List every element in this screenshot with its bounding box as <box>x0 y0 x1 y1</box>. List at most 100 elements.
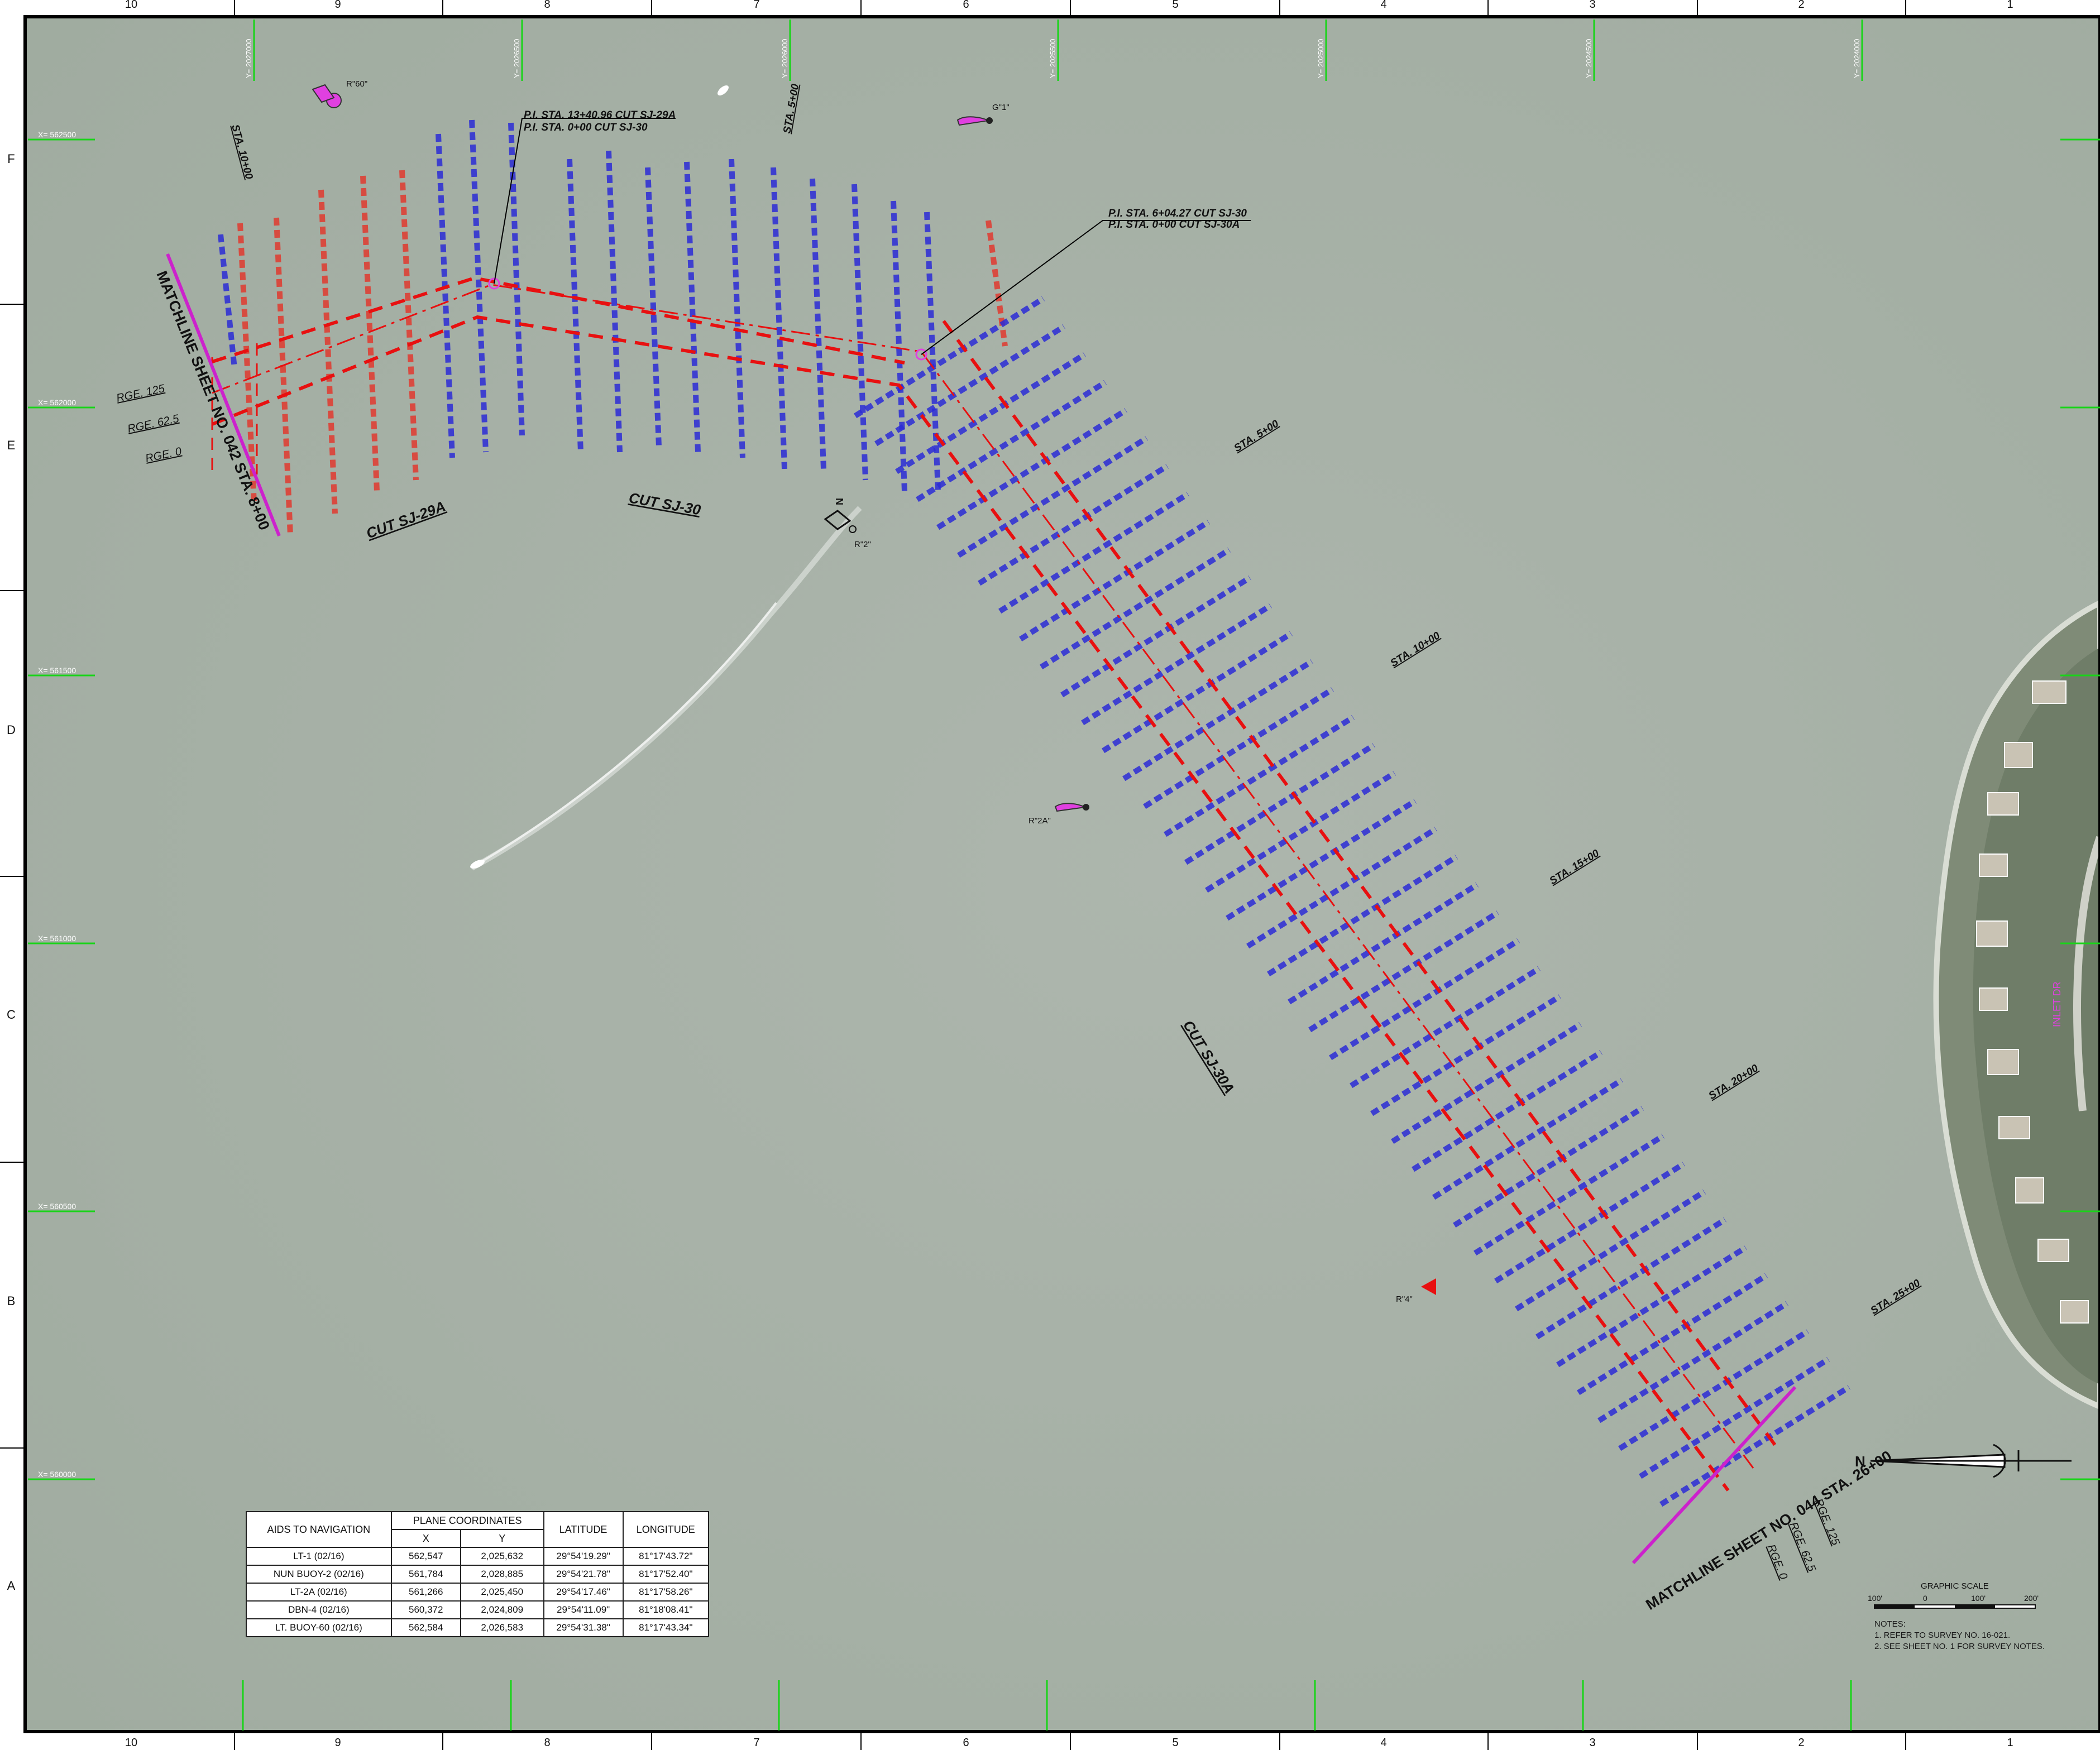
sounding-line <box>1267 854 1458 977</box>
row-label: B <box>7 1294 16 1308</box>
north-arrow-label: N <box>1855 1453 1865 1470</box>
sounding-line <box>854 296 1045 419</box>
grid-label-x: X= 560500 <box>38 1202 76 1211</box>
sounding-line <box>1659 1384 1850 1507</box>
row-label: C <box>7 1008 16 1022</box>
column-label-top: 4 <box>1380 0 1386 11</box>
sounding-line <box>1494 1161 1685 1284</box>
aid-g1-label: G"1" <box>992 103 1010 112</box>
channel-lines <box>211 276 1777 1492</box>
sounding-line <box>237 223 257 503</box>
header-y: Y <box>460 1529 544 1548</box>
sounding-line <box>1391 1022 1582 1144</box>
sounding-line <box>1535 1217 1726 1340</box>
sounding-line <box>1226 798 1417 921</box>
sounding-line <box>771 167 787 469</box>
scale-tick-2: 100' <box>1971 1594 1986 1603</box>
sounding-line <box>218 234 237 369</box>
aid-r4: R"4" <box>1396 1278 1436 1304</box>
scale-tick-3: 200' <box>2024 1594 2039 1603</box>
column-label-top: 2 <box>1798 0 1804 11</box>
table-row: DBN-4 (02/16) 560,372 2,024,809 29°54'11.09… <box>246 1600 710 1619</box>
boat-2 <box>717 85 729 95</box>
grid-label-y: Y= 2024500 <box>1585 39 1593 78</box>
sounding-line <box>1102 631 1293 754</box>
land-inner <box>1973 648 2100 1384</box>
grid-label-x: X= 562000 <box>38 398 76 407</box>
houses <box>1976 680 2089 1324</box>
column-label-bottom: 5 <box>1172 1737 1178 1749</box>
aid-r2-label: R"2" <box>854 540 871 549</box>
sounding-line <box>978 463 1169 586</box>
frame-labels: 10 10 9 9 8 8 7 7 6 6 5 5 4 4 3 3 2 2 1 1 F E D C B A <box>7 0 2013 1749</box>
table-row: LT-2A (02/16) 561,266 2,025,450 29°54'17.46… <box>246 1583 710 1602</box>
sounding-line <box>916 380 1107 502</box>
pi-1-line2: P.I. STA. 0+00 CUT SJ-30 <box>524 122 648 133</box>
sounding-line <box>399 170 419 481</box>
row-label: A <box>7 1579 16 1593</box>
grid-label-x: X= 562500 <box>38 130 76 139</box>
header-plane-coordinates: PLANE COORDINATES <box>390 1511 544 1530</box>
aid-g1: G"1" <box>956 103 1010 126</box>
column-label-bottom: 6 <box>963 1737 969 1749</box>
soundings <box>218 119 1850 1507</box>
sounding-line <box>1453 1105 1644 1228</box>
pi-marker-2 <box>915 348 927 361</box>
sounding-line <box>852 184 868 481</box>
matchline-left <box>166 253 281 537</box>
channel-toe-left <box>212 276 905 365</box>
sounding-line <box>1060 575 1251 698</box>
pi-2-line2: P.I. STA. 0+00 CUT SJ-30A <box>1108 219 1240 231</box>
sounding-line <box>729 159 745 458</box>
row-label: D <box>7 723 16 737</box>
flag-icon <box>312 84 335 103</box>
sounding-line <box>1019 519 1210 642</box>
header-x: X <box>390 1529 461 1548</box>
sounding-line <box>1618 1329 1809 1451</box>
sounding-line <box>1205 770 1396 893</box>
sounding-line <box>1432 1077 1623 1200</box>
sounding-line <box>1308 910 1499 1033</box>
sounding-line <box>606 150 623 453</box>
column-label-bottom: 9 <box>334 1737 341 1749</box>
sounding-line <box>1164 715 1355 837</box>
grid-label-y: Y= 2027000 <box>245 39 253 78</box>
boat <box>470 859 485 869</box>
north-arrow-small: N <box>834 498 845 505</box>
header-longitude: LONGITUDE <box>622 1511 710 1548</box>
sounding-line <box>1370 994 1561 1116</box>
pi-marker-1 <box>488 277 500 290</box>
sounding-line <box>1515 1189 1706 1312</box>
graphic-scale-title: GRAPHIC SCALE <box>1921 1581 1989 1591</box>
sounding-line <box>1474 1133 1664 1256</box>
sounding-line <box>1350 966 1541 1089</box>
sounding-line <box>1081 603 1272 726</box>
sounding-line <box>469 119 489 453</box>
scale-tick-1: 0 <box>1923 1594 1927 1603</box>
note-item: 2. SEE SHEET NO. 1 FOR SURVEY NOTES. <box>1874 1642 2045 1651</box>
grid-label-x: X= 560000 <box>38 1470 76 1479</box>
sounding-line <box>936 407 1127 530</box>
sounding-line <box>1184 742 1375 865</box>
sounding-line <box>1577 1273 1768 1396</box>
sounding-line <box>1288 882 1479 1005</box>
header-latitude: LATITUDE <box>543 1511 624 1548</box>
sounding-line <box>1412 1049 1602 1172</box>
grid-label-y: Y= 2025500 <box>1049 39 1057 78</box>
column-label-top: 6 <box>963 0 969 11</box>
note-item: 1. REFER TO SURVEY NO. 16-021. <box>1874 1631 2011 1640</box>
sounding-line <box>645 167 662 447</box>
table-row: LT. BUOY-60 (02/16) 562,584 2,026,583 29°54… <box>246 1618 710 1637</box>
sounding-line <box>360 175 380 492</box>
column-label-top: 3 <box>1589 0 1595 11</box>
aid-r2a-label: R"2A" <box>1029 816 1051 826</box>
pi-2-line1: P.I. STA. 6+04.27 CUT SJ-30 <box>1108 208 1247 219</box>
column-label-bottom: 2 <box>1798 1737 1804 1749</box>
channel-toe-right <box>211 315 1730 1492</box>
column-label-bottom: 1 <box>2007 1737 2013 1749</box>
table-row: LT-1 (02/16) 562,547 2,025,632 29°54'19.29"… <box>246 1547 710 1566</box>
column-label-top: 1 <box>2007 0 2013 11</box>
column-label-top: 5 <box>1172 0 1178 11</box>
sounding-line <box>274 217 293 536</box>
